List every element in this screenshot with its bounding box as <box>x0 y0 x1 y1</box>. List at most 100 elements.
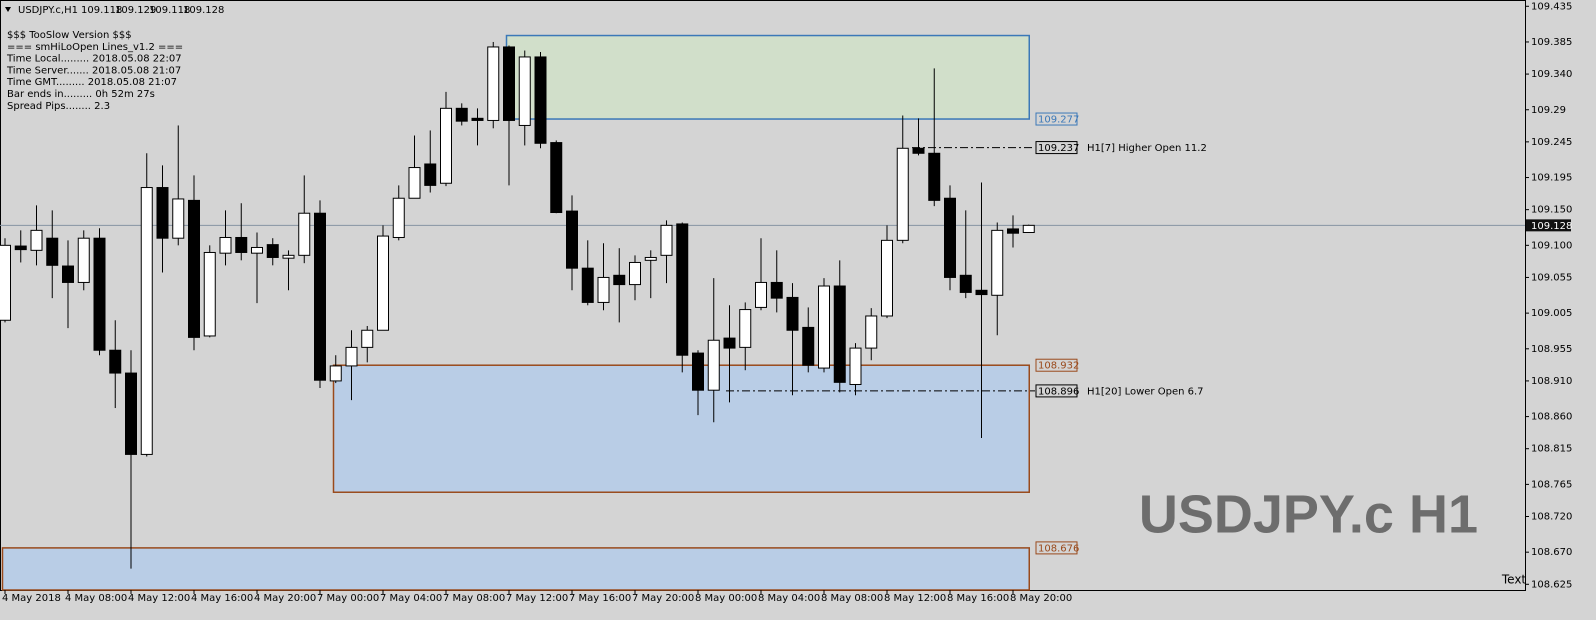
y-tick-label: 109.150 <box>1531 205 1572 216</box>
header-arrow <box>5 7 11 12</box>
candle-body <box>629 261 641 286</box>
candle-body <box>77 237 90 283</box>
info-line: $$$ TooSlow Version $$$ <box>7 30 132 41</box>
x-tick-label: 4 May 16:00 <box>191 593 253 604</box>
candle-body <box>0 244 11 321</box>
y-tick-label: 108.910 <box>1531 376 1572 387</box>
candle-body <box>660 224 673 256</box>
candle-body <box>503 46 515 121</box>
candle-body <box>550 142 563 214</box>
x-tick-label: 7 May 16:00 <box>569 593 631 604</box>
candle-body <box>156 187 169 239</box>
candle-body <box>518 56 531 126</box>
candle-body <box>818 285 830 369</box>
x-tick-label: 4 May 08:00 <box>65 593 127 604</box>
candle-body <box>46 237 59 266</box>
candle-body <box>109 349 122 374</box>
watermark: USDJPY.c H1 <box>1139 484 1478 544</box>
candle-body <box>833 285 846 383</box>
x-tick-label: 4 May 20:00 <box>254 593 316 604</box>
candle-body <box>581 267 594 303</box>
candle-body <box>424 163 437 186</box>
x-tick-label: 7 May 08:00 <box>443 593 505 604</box>
zone-label-box <box>1035 358 1078 372</box>
candle-body <box>959 274 972 293</box>
x-tick-label: 8 May 20:00 <box>1010 593 1072 604</box>
zone <box>332 364 1030 493</box>
level-text: H1[20] Lower Open 6.7 <box>1087 386 1204 397</box>
candle-body <box>203 251 216 337</box>
y-tick-label: 108.670 <box>1531 547 1572 558</box>
candle-body <box>534 56 547 144</box>
candle-body <box>392 197 405 238</box>
info-line: === smHiLoOpen Lines_v1.2 === <box>7 42 183 53</box>
x-tick-label: 7 May 00:00 <box>317 593 379 604</box>
info-line: Spread Pips........ 2.3 <box>7 101 110 112</box>
candle-body <box>471 117 484 121</box>
x-tick-label: 7 May 20:00 <box>632 593 694 604</box>
info-line: Time Local......... 2018.05.08 22:07 <box>6 54 182 65</box>
y-tick-label: 109.435 <box>1531 1 1572 12</box>
candle-body <box>566 210 578 269</box>
candle-body <box>770 281 783 299</box>
candle-body <box>14 245 27 251</box>
header-ohlc: 109.129 <box>115 5 156 16</box>
candle-body <box>944 197 956 278</box>
header-ohlc: 109.118 <box>149 5 190 16</box>
candle-body <box>849 347 862 385</box>
candle-body <box>298 212 311 256</box>
zone <box>1 547 1030 591</box>
level-text: H1[7] Higher Open 11.2 <box>1087 143 1207 154</box>
x-tick-label: 7 May 12:00 <box>506 593 568 604</box>
symbol: USDJPY.c,H1 <box>18 5 78 16</box>
candle-body <box>188 199 200 338</box>
candle-body <box>676 223 689 356</box>
candle-body <box>140 187 153 455</box>
candle-body <box>62 265 74 283</box>
header-ohlc: 109.118 <box>81 5 122 16</box>
candle-body <box>345 346 358 367</box>
candle-body <box>487 46 500 121</box>
x-tick-label: 8 May 04:00 <box>758 593 820 604</box>
candle-body <box>975 289 988 296</box>
candle-body <box>30 229 43 251</box>
candle-body <box>802 326 815 366</box>
y-tick-label: 108.955 <box>1531 344 1572 355</box>
zone-label-box <box>1035 112 1078 126</box>
x-tick-label: 4 May 12:00 <box>128 593 190 604</box>
candle-body <box>172 198 185 239</box>
candle-body <box>282 254 295 259</box>
candle-body <box>251 246 263 254</box>
candle-body <box>755 281 767 308</box>
candle-body <box>881 239 893 317</box>
candle-body <box>235 236 248 253</box>
candle-body <box>644 256 657 261</box>
level-label-box <box>1035 384 1078 398</box>
y-tick-label: 108.860 <box>1531 412 1572 423</box>
candle-body <box>739 309 752 348</box>
candle-body <box>266 244 279 258</box>
info-line: Time Server....... 2018.05.08 21:07 <box>6 65 181 76</box>
candle-body <box>408 167 421 199</box>
current-price-box <box>1526 219 1571 232</box>
candle-body <box>786 296 799 331</box>
level-label-box <box>1035 141 1078 155</box>
candle-body <box>314 212 326 381</box>
candle-body <box>692 352 704 391</box>
zone-label: 108.676 <box>1038 543 1079 554</box>
x-tick-label: 8 May 16:00 <box>947 593 1009 604</box>
header-ohlc: 109.128 <box>183 5 224 16</box>
y-tick-label: 109.100 <box>1531 240 1572 251</box>
candle-body <box>912 147 925 154</box>
level-value: 108.896 <box>1038 386 1079 397</box>
candle-body <box>597 276 610 303</box>
candle-body <box>125 372 137 455</box>
y-tick-label: 109.005 <box>1531 308 1572 319</box>
level-value: 109.237 <box>1038 143 1079 154</box>
y-tick-label: 108.625 <box>1531 579 1572 590</box>
candle-body <box>329 365 342 382</box>
candle-body <box>865 315 878 349</box>
candle-body <box>896 147 909 241</box>
